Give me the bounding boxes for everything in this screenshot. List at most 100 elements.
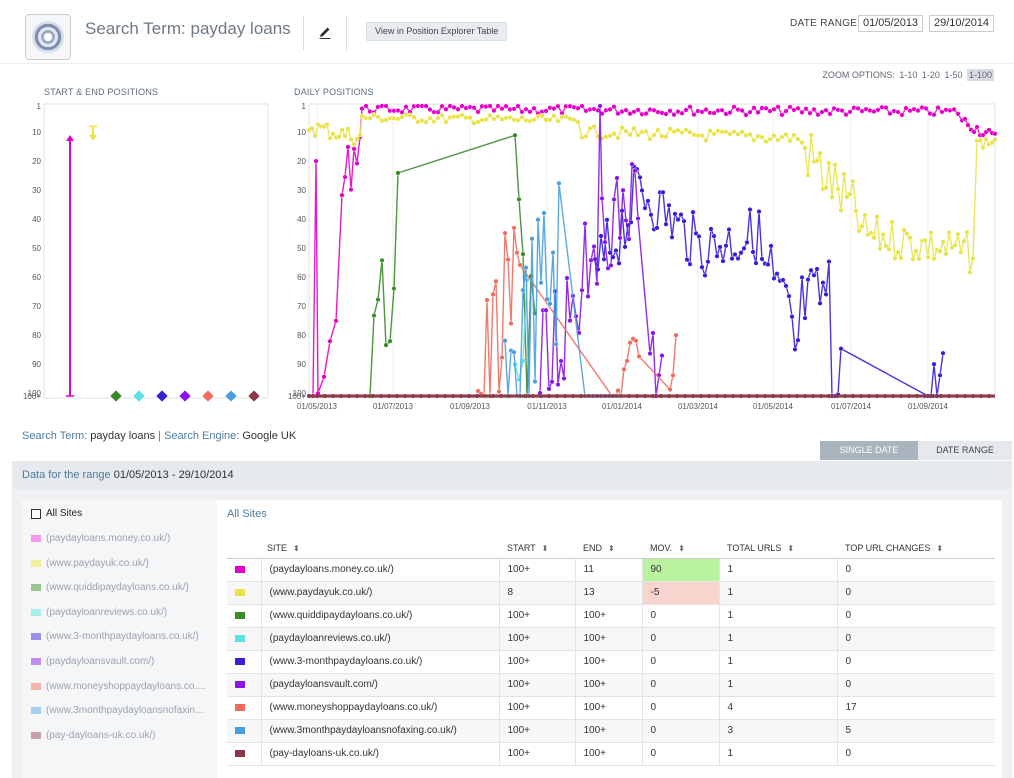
cell-start: 100+ xyxy=(499,673,576,697)
divider xyxy=(303,16,304,50)
table-row[interactable]: (paydayloanreviews.co.uk/) 100+ 100+ 0 1 0 xyxy=(227,627,995,651)
cell-top-url-changes: 5 xyxy=(837,719,995,743)
series-point xyxy=(859,108,865,114)
series-point xyxy=(765,262,771,268)
series-point xyxy=(980,132,986,138)
y-tick-label: 100 xyxy=(28,389,42,398)
series-point xyxy=(771,133,777,139)
series-point xyxy=(563,114,569,120)
series-point xyxy=(666,202,672,208)
zoom-option-1-50[interactable]: 1-50 xyxy=(944,70,963,80)
series-point xyxy=(707,128,713,134)
series-point xyxy=(499,355,505,361)
site-color-swatch xyxy=(235,749,245,757)
series-point xyxy=(383,342,389,348)
cell-site: (www.quiddipaydayloans.co.uk/) xyxy=(261,604,500,628)
y-tick-label: 40 xyxy=(32,215,41,224)
col-top-url-changes[interactable]: TOP URL CHANGES ⬍ xyxy=(837,538,995,559)
series-point xyxy=(483,117,489,123)
series-point xyxy=(371,111,377,117)
series-point xyxy=(675,217,681,223)
cell-movement: -5 xyxy=(642,581,720,605)
date-to-input[interactable]: 29/10/2014 xyxy=(929,15,995,32)
sidebar-site-item[interactable]: (www.3monthpaydayloansnofaxin... xyxy=(31,705,216,716)
series-point xyxy=(443,119,449,125)
zoom-option-1-20[interactable]: 1-20 xyxy=(921,70,940,80)
series-point xyxy=(672,211,678,217)
series-point xyxy=(992,131,998,137)
series-point xyxy=(403,104,409,110)
series-point xyxy=(940,350,946,356)
series-point xyxy=(543,307,549,313)
series-point xyxy=(495,103,501,109)
sidebar-site-item[interactable]: (www.moneyshoppaydayloans.co.... xyxy=(31,681,216,692)
table-row[interactable]: (pay-dayloans-uk.co.uk/) 100+ 100+ 0 1 0 xyxy=(227,742,995,766)
col-start[interactable]: START ⬍ xyxy=(499,538,575,559)
range-value: 01/05/2013 - 29/10/2014 xyxy=(113,469,234,481)
series-point xyxy=(635,107,641,113)
zoom-option-1-10[interactable]: 1-10 xyxy=(899,70,918,80)
series-point xyxy=(531,105,537,111)
y-tick-label: 30 xyxy=(32,186,41,195)
site-color-swatch xyxy=(235,703,245,711)
sidebar-site-item[interactable]: (paydayloansvault.com/) xyxy=(31,656,216,667)
checkbox-icon[interactable] xyxy=(31,508,41,519)
cell-top-url-changes: 0 xyxy=(837,604,995,628)
series-point xyxy=(642,205,648,211)
sidebar-site-item[interactable]: (paydayloans.money.co.uk/) xyxy=(31,533,216,544)
series-point xyxy=(931,256,937,262)
col-end[interactable]: END ⬍ xyxy=(575,538,642,559)
series-point xyxy=(367,115,373,121)
series-point xyxy=(399,109,405,115)
series-point xyxy=(611,131,617,137)
search-engine: Google UK xyxy=(242,430,297,442)
series-point xyxy=(614,175,620,181)
table-row[interactable]: (www.moneyshoppaydayloans.co.uk/) 100+ 100… xyxy=(227,696,995,720)
col-site[interactable]: SITE ⬍ xyxy=(261,538,499,559)
series-point xyxy=(705,259,711,265)
view-position-explorer-button[interactable]: View in Position Explorer Table xyxy=(366,22,508,41)
series-point xyxy=(613,247,619,253)
table-row[interactable]: (www.3-monthpaydayloans.co.uk/) 100+ 100+ 0… xyxy=(227,650,995,674)
table-row[interactable]: (paydayloansvault.com/) 100+ 100+ 0 1 0 xyxy=(227,673,995,697)
sidebar-site-item[interactable]: (paydayloanreviews.co.uk/) xyxy=(31,607,216,618)
series-point xyxy=(591,124,597,130)
col-movement[interactable]: MOV. ⬍ xyxy=(642,538,719,559)
col-total-urls[interactable]: TOTAL URLS ⬍ xyxy=(719,538,837,559)
all-sites-checkbox[interactable]: All Sites xyxy=(31,508,82,519)
series-point xyxy=(679,130,685,136)
single-date-toggle[interactable]: SINGLE DATE xyxy=(820,441,918,460)
table-row[interactable]: (www.quiddipaydayloans.co.uk/) 100+ 100+ 0 1… xyxy=(227,604,995,628)
series-point xyxy=(832,162,838,168)
series-point xyxy=(669,234,675,240)
sidebar-site-item[interactable]: (www.3-monthpaydayloans.co.uk/) xyxy=(31,631,216,642)
series-point xyxy=(643,128,649,134)
series-point xyxy=(621,366,627,372)
series-point xyxy=(615,135,621,141)
series-point xyxy=(667,126,673,132)
sidebar-site-item[interactable]: (www.quiddipaydayloans.co.uk/) xyxy=(31,582,216,593)
cell-end: 100+ xyxy=(575,742,643,766)
series-point xyxy=(892,255,898,261)
series-point xyxy=(937,248,943,254)
pencil-icon[interactable] xyxy=(317,24,333,40)
date-from-input[interactable]: 01/05/2013 xyxy=(858,15,924,32)
series-point xyxy=(395,170,401,176)
site-color-swatch xyxy=(31,559,41,567)
series-point xyxy=(839,107,845,113)
table-row[interactable]: (paydayloans.money.co.uk/) 100+ 11 90 1 0 xyxy=(227,558,995,582)
sidebar-site-item[interactable]: (pay-dayloans-uk.co.uk/) xyxy=(31,730,216,741)
zoom-option-1-100[interactable]: 1-100 xyxy=(966,69,994,81)
sidebar-site-item[interactable]: (www.paydayuk.co.uk/) xyxy=(31,558,216,569)
table-row[interactable]: (www.3monthpaydayloansnofaxing.co.uk/) 10… xyxy=(227,719,995,743)
series-point xyxy=(582,221,588,227)
date-range-toggle[interactable]: DATE RANGE xyxy=(918,441,1012,460)
series-point xyxy=(627,340,633,346)
series-point xyxy=(803,106,809,112)
table-row[interactable]: (www.paydayuk.co.uk/) 8 13 -5 1 0 xyxy=(227,581,995,605)
series-point xyxy=(955,231,961,237)
series-point xyxy=(555,382,561,388)
series-point xyxy=(729,256,735,262)
cell-end: 100+ xyxy=(575,696,643,720)
series-point xyxy=(523,106,529,112)
